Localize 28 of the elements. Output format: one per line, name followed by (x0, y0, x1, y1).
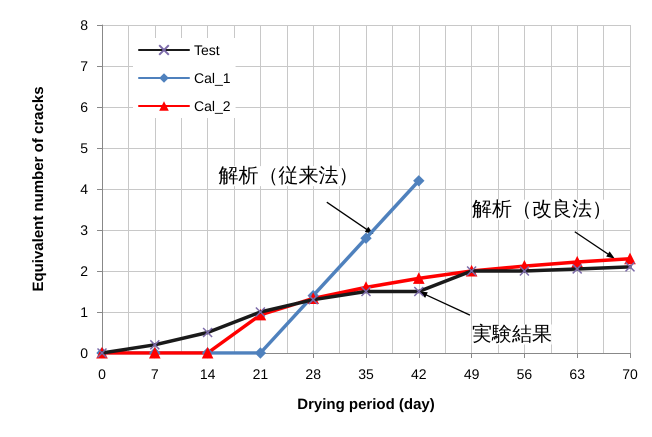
x-tick-label: 56 (516, 366, 532, 382)
x-tick-label: 70 (622, 366, 638, 382)
y-tick-label: 1 (80, 304, 88, 320)
y-tick-label: 0 (80, 345, 88, 361)
x-tick-label: 0 (98, 366, 106, 382)
x-tick-label: 28 (305, 366, 322, 382)
x-tick-label: 7 (150, 366, 159, 382)
y-axis-title: Equivalent number of cracks (30, 86, 47, 292)
y-tick-label: 2 (80, 263, 88, 279)
x-tick-label: 21 (252, 366, 268, 382)
legend-label: Test (194, 42, 220, 58)
annotation: 解析（従来法） (218, 165, 359, 188)
annotation: 実験結果 (472, 322, 552, 346)
y-tick-label: 6 (80, 99, 88, 115)
x-tick-label: 35 (358, 366, 374, 382)
y-tick-label: 7 (80, 58, 88, 74)
x-tick-label: 49 (464, 366, 480, 382)
y-tick-label: 8 (80, 17, 88, 33)
legend-label: Cal_2 (194, 98, 231, 114)
y-tick-label: 4 (80, 181, 88, 197)
x-tick-label: 42 (411, 366, 427, 382)
x-axis-title: Drying period (day) (297, 396, 435, 413)
y-tick-label: 3 (80, 222, 88, 238)
legend-label: Cal_1 (194, 70, 231, 86)
x-tick-label: 63 (569, 366, 586, 382)
x-tick-label: 14 (200, 366, 216, 382)
y-tick-label: 5 (80, 140, 88, 156)
annotation: 解析（改良法） (472, 198, 612, 221)
